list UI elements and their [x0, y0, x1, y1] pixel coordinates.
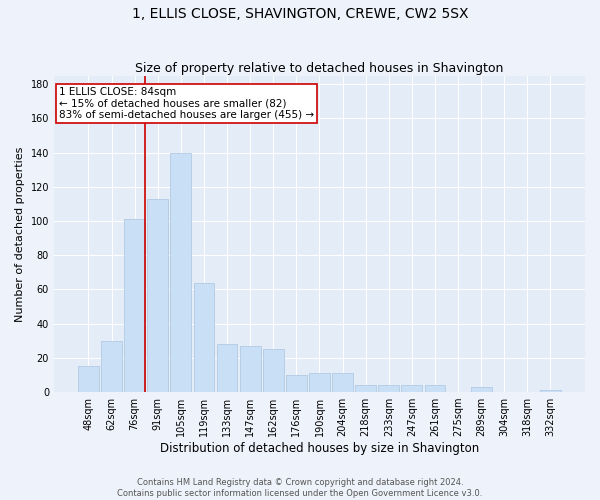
X-axis label: Distribution of detached houses by size in Shavington: Distribution of detached houses by size … [160, 442, 479, 455]
Bar [170, 152, 191, 392]
Bar [309, 374, 330, 392]
Text: 1 ELLIS CLOSE: 84sqm
← 15% of detached houses are smaller (82)
83% of semi-detac: 1 ELLIS CLOSE: 84sqm ← 15% of detached h… [59, 86, 314, 120]
Bar [124, 220, 145, 392]
Text: Contains HM Land Registry data © Crown copyright and database right 2024.
Contai: Contains HM Land Registry data © Crown c… [118, 478, 482, 498]
Bar [355, 385, 376, 392]
Text: 1, ELLIS CLOSE, SHAVINGTON, CREWE, CW2 5SX: 1, ELLIS CLOSE, SHAVINGTON, CREWE, CW2 5… [132, 8, 468, 22]
Bar [101, 341, 122, 392]
Bar [540, 390, 561, 392]
Bar [78, 366, 99, 392]
Bar [148, 199, 168, 392]
Bar [240, 346, 260, 392]
Bar [217, 344, 238, 392]
Bar [401, 385, 422, 392]
Title: Size of property relative to detached houses in Shavington: Size of property relative to detached ho… [135, 62, 503, 74]
Bar [332, 374, 353, 392]
Bar [286, 375, 307, 392]
Bar [379, 385, 399, 392]
Bar [194, 282, 214, 392]
Bar [425, 385, 445, 392]
Y-axis label: Number of detached properties: Number of detached properties [15, 146, 25, 322]
Bar [263, 350, 284, 392]
Bar [471, 387, 491, 392]
